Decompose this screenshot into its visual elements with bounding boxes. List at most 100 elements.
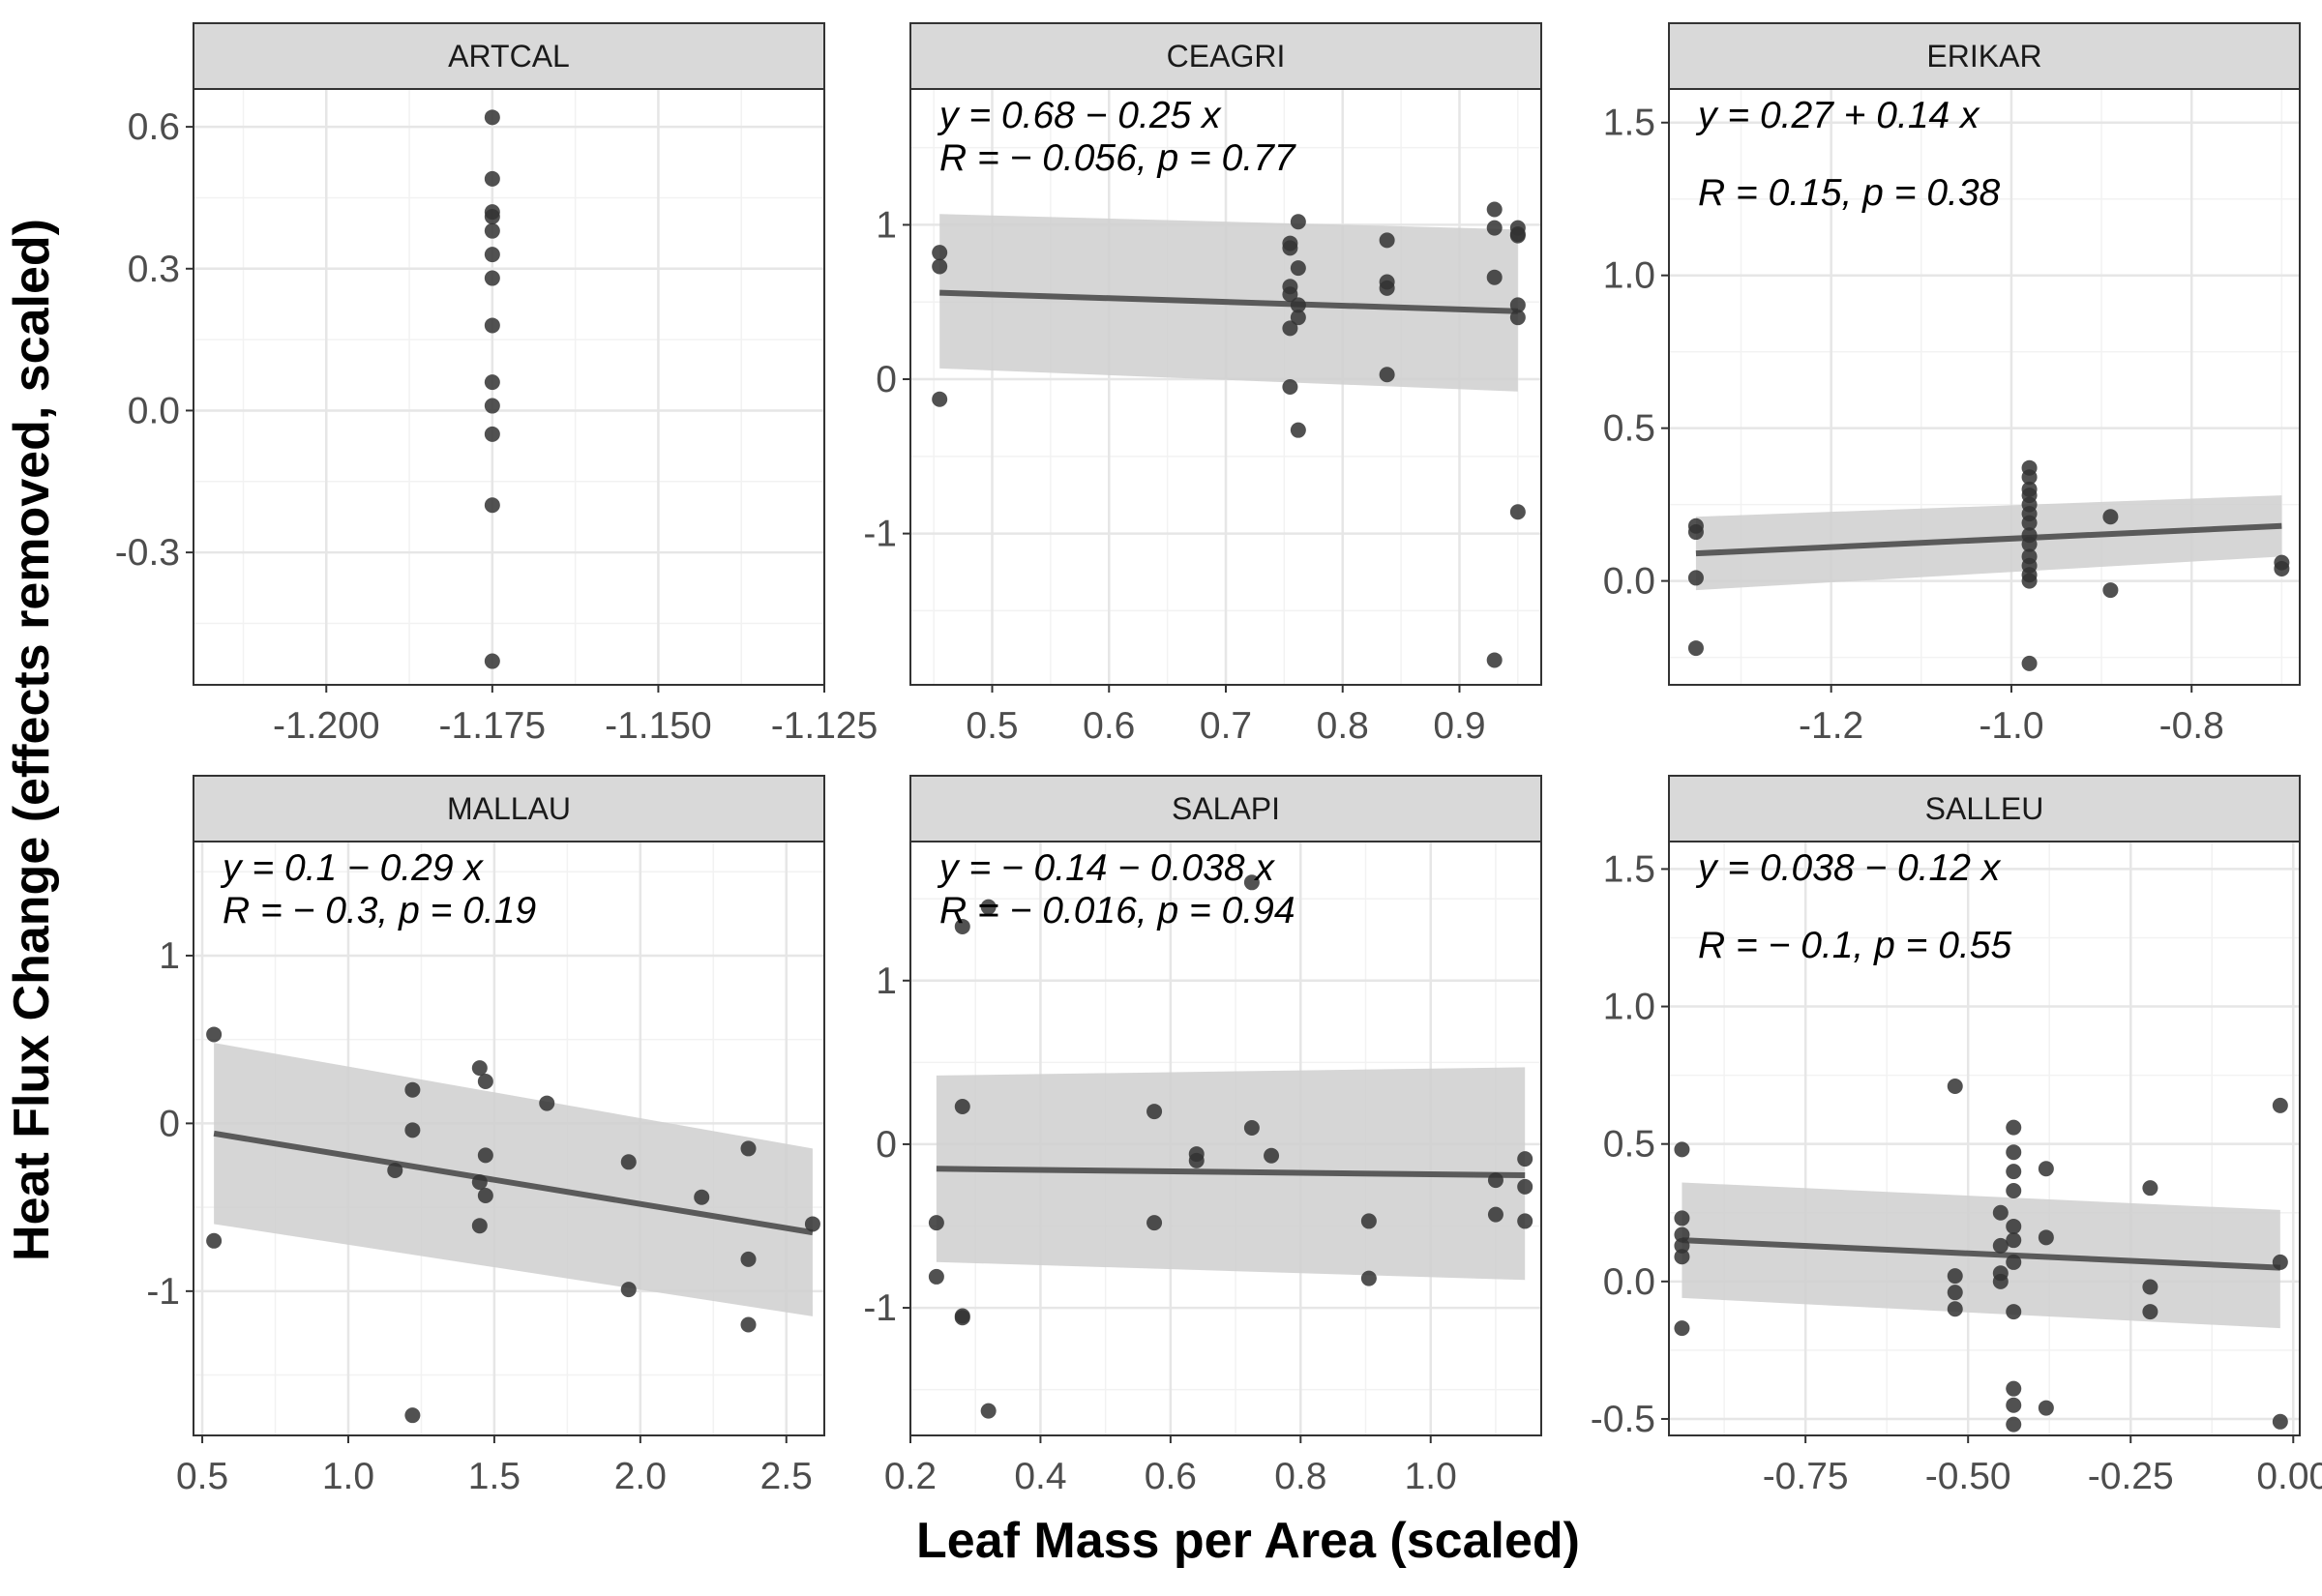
x-tick-label: 0.9 <box>1433 705 1485 747</box>
data-point <box>740 1316 757 1333</box>
facet-artcal: ARTCAL -0.3 0.0 0.3 0.6 -1.200 -1.175 -1.150 -1.… <box>115 22 878 747</box>
x-tick-label: 0.6 <box>1145 1456 1197 1497</box>
x-tick-label: -0.75 <box>1763 1456 1849 1497</box>
data-point <box>1674 1210 1690 1227</box>
facet-strip-label: SALLEU <box>1925 791 2044 826</box>
data-point <box>404 1081 421 1098</box>
x-tick-label: 0.00 <box>2256 1456 2322 1497</box>
x-tick-label: 2.5 <box>760 1456 813 1497</box>
facet-strip <box>1668 775 2301 842</box>
x-tick-label: 1.5 <box>468 1456 521 1497</box>
data-point <box>1486 269 1503 285</box>
facet-ceagri: CEAGRI -1 0 1 0.5 0.6 0.7 0.8 0.9 y = 0.68 − 0.25… <box>863 22 1542 747</box>
y-tick-label: 1.0 <box>1603 987 1655 1028</box>
facet-mallau: MALLAU -1 0 1 0.5 1.0 1.5 2.0 2.5 y = 0.1 − 0.29 … <box>146 775 825 1497</box>
data-point <box>740 1140 757 1157</box>
data-point <box>2021 469 2038 486</box>
regression-equation: y = 0.68 − 0.25 x <box>937 95 1222 136</box>
data-point <box>1290 260 1306 277</box>
data-point <box>484 209 500 224</box>
data-point <box>1290 422 1306 438</box>
data-point <box>2272 1413 2288 1430</box>
data-point <box>928 1268 944 1285</box>
y-tick-label: 1 <box>876 961 897 1002</box>
data-point <box>1687 640 1704 657</box>
data-point <box>980 899 997 915</box>
data-point <box>1243 874 1260 891</box>
facet-salapi: SALAPI -1 0 1 0.2 0.4 0.6 0.8 1.0 y = − 0.14 − 0.… <box>863 775 1542 1497</box>
y-tick-label: 1.5 <box>1603 103 1655 144</box>
x-tick-label: 0.8 <box>1317 705 1369 747</box>
data-point <box>2274 560 2290 576</box>
data-point <box>1517 1213 1533 1229</box>
x-tick-label: -0.25 <box>2088 1456 2174 1497</box>
data-point <box>477 1187 493 1203</box>
data-point <box>932 245 948 261</box>
data-point <box>1486 201 1503 218</box>
data-point <box>2038 1400 2054 1416</box>
data-point <box>404 1407 421 1424</box>
data-point <box>1243 1120 1260 1137</box>
correlation-stats: R = − 0.016, p = 0.94 <box>939 890 1295 931</box>
y-tick-label: -0.5 <box>1591 1399 1655 1440</box>
y-tick-label: 0.3 <box>128 249 180 290</box>
y-tick-label: 1.5 <box>1603 848 1655 890</box>
x-tick-label: 1.0 <box>322 1456 374 1497</box>
y-axis-title: Heat Flux Change (effects removed, scale… <box>4 219 60 1261</box>
data-point <box>471 1060 488 1077</box>
regression-equation: y = 0.038 − 0.12 x <box>1695 847 2002 889</box>
data-point <box>2272 1254 2288 1270</box>
y-tick-label: 0 <box>159 1103 180 1144</box>
y-tick-label: 1.0 <box>1603 255 1655 297</box>
data-point <box>2102 582 2119 599</box>
data-point <box>1509 310 1526 326</box>
data-point <box>1517 1151 1533 1167</box>
y-tick-label: -1 <box>146 1271 180 1313</box>
data-point <box>1992 1204 2009 1221</box>
data-point <box>1487 1206 1503 1223</box>
regression-line <box>936 1166 1526 1179</box>
data-point <box>1947 1285 1963 1301</box>
data-point <box>2006 1119 2022 1136</box>
data-point <box>1486 652 1503 668</box>
y-tick-label: 0.0 <box>128 390 180 431</box>
data-point <box>1947 1078 1963 1094</box>
facet-strip <box>909 775 1542 842</box>
x-tick-label: -1.0 <box>1979 705 2043 747</box>
data-point <box>1282 379 1298 395</box>
data-point <box>928 1215 944 1231</box>
data-point <box>1509 504 1526 520</box>
data-point <box>484 109 500 126</box>
regression-line <box>1682 1237 2280 1271</box>
data-point <box>954 918 970 934</box>
data-point <box>1674 1249 1690 1265</box>
data-point <box>1947 1268 1963 1285</box>
x-tick-label: -1.2 <box>1799 705 1863 747</box>
x-tick-label: -1.175 <box>439 705 547 747</box>
facet-strip-label: CEAGRI <box>1167 39 1286 74</box>
data-point <box>1360 1213 1377 1229</box>
correlation-stats: R = − 0.056, p = 0.77 <box>939 137 1296 179</box>
data-point <box>1290 297 1306 313</box>
y-tick-label: 0 <box>876 359 897 400</box>
correlation-stats: R = 0.15, p = 0.38 <box>1698 172 2001 214</box>
data-point <box>954 1310 970 1326</box>
data-point <box>1509 227 1526 244</box>
facet-strip-label: ARTCAL <box>448 39 570 74</box>
y-tick-label: 0.5 <box>1603 408 1655 450</box>
data-point <box>980 1403 997 1419</box>
x-tick-label: 0.5 <box>176 1456 228 1497</box>
x-tick-label: 1.0 <box>1405 1456 1457 1497</box>
data-point <box>471 1218 488 1234</box>
data-point <box>484 426 500 442</box>
data-point <box>1379 280 1395 296</box>
x-tick-label: -0.50 <box>1925 1456 2011 1497</box>
data-point <box>484 222 500 239</box>
data-point <box>484 270 500 286</box>
data-point <box>1674 1237 1690 1254</box>
x-tick-label: -1.125 <box>771 705 878 747</box>
facet-strip <box>1668 22 2301 90</box>
y-tick-label: 1 <box>159 935 180 977</box>
data-point <box>2006 1380 2022 1397</box>
